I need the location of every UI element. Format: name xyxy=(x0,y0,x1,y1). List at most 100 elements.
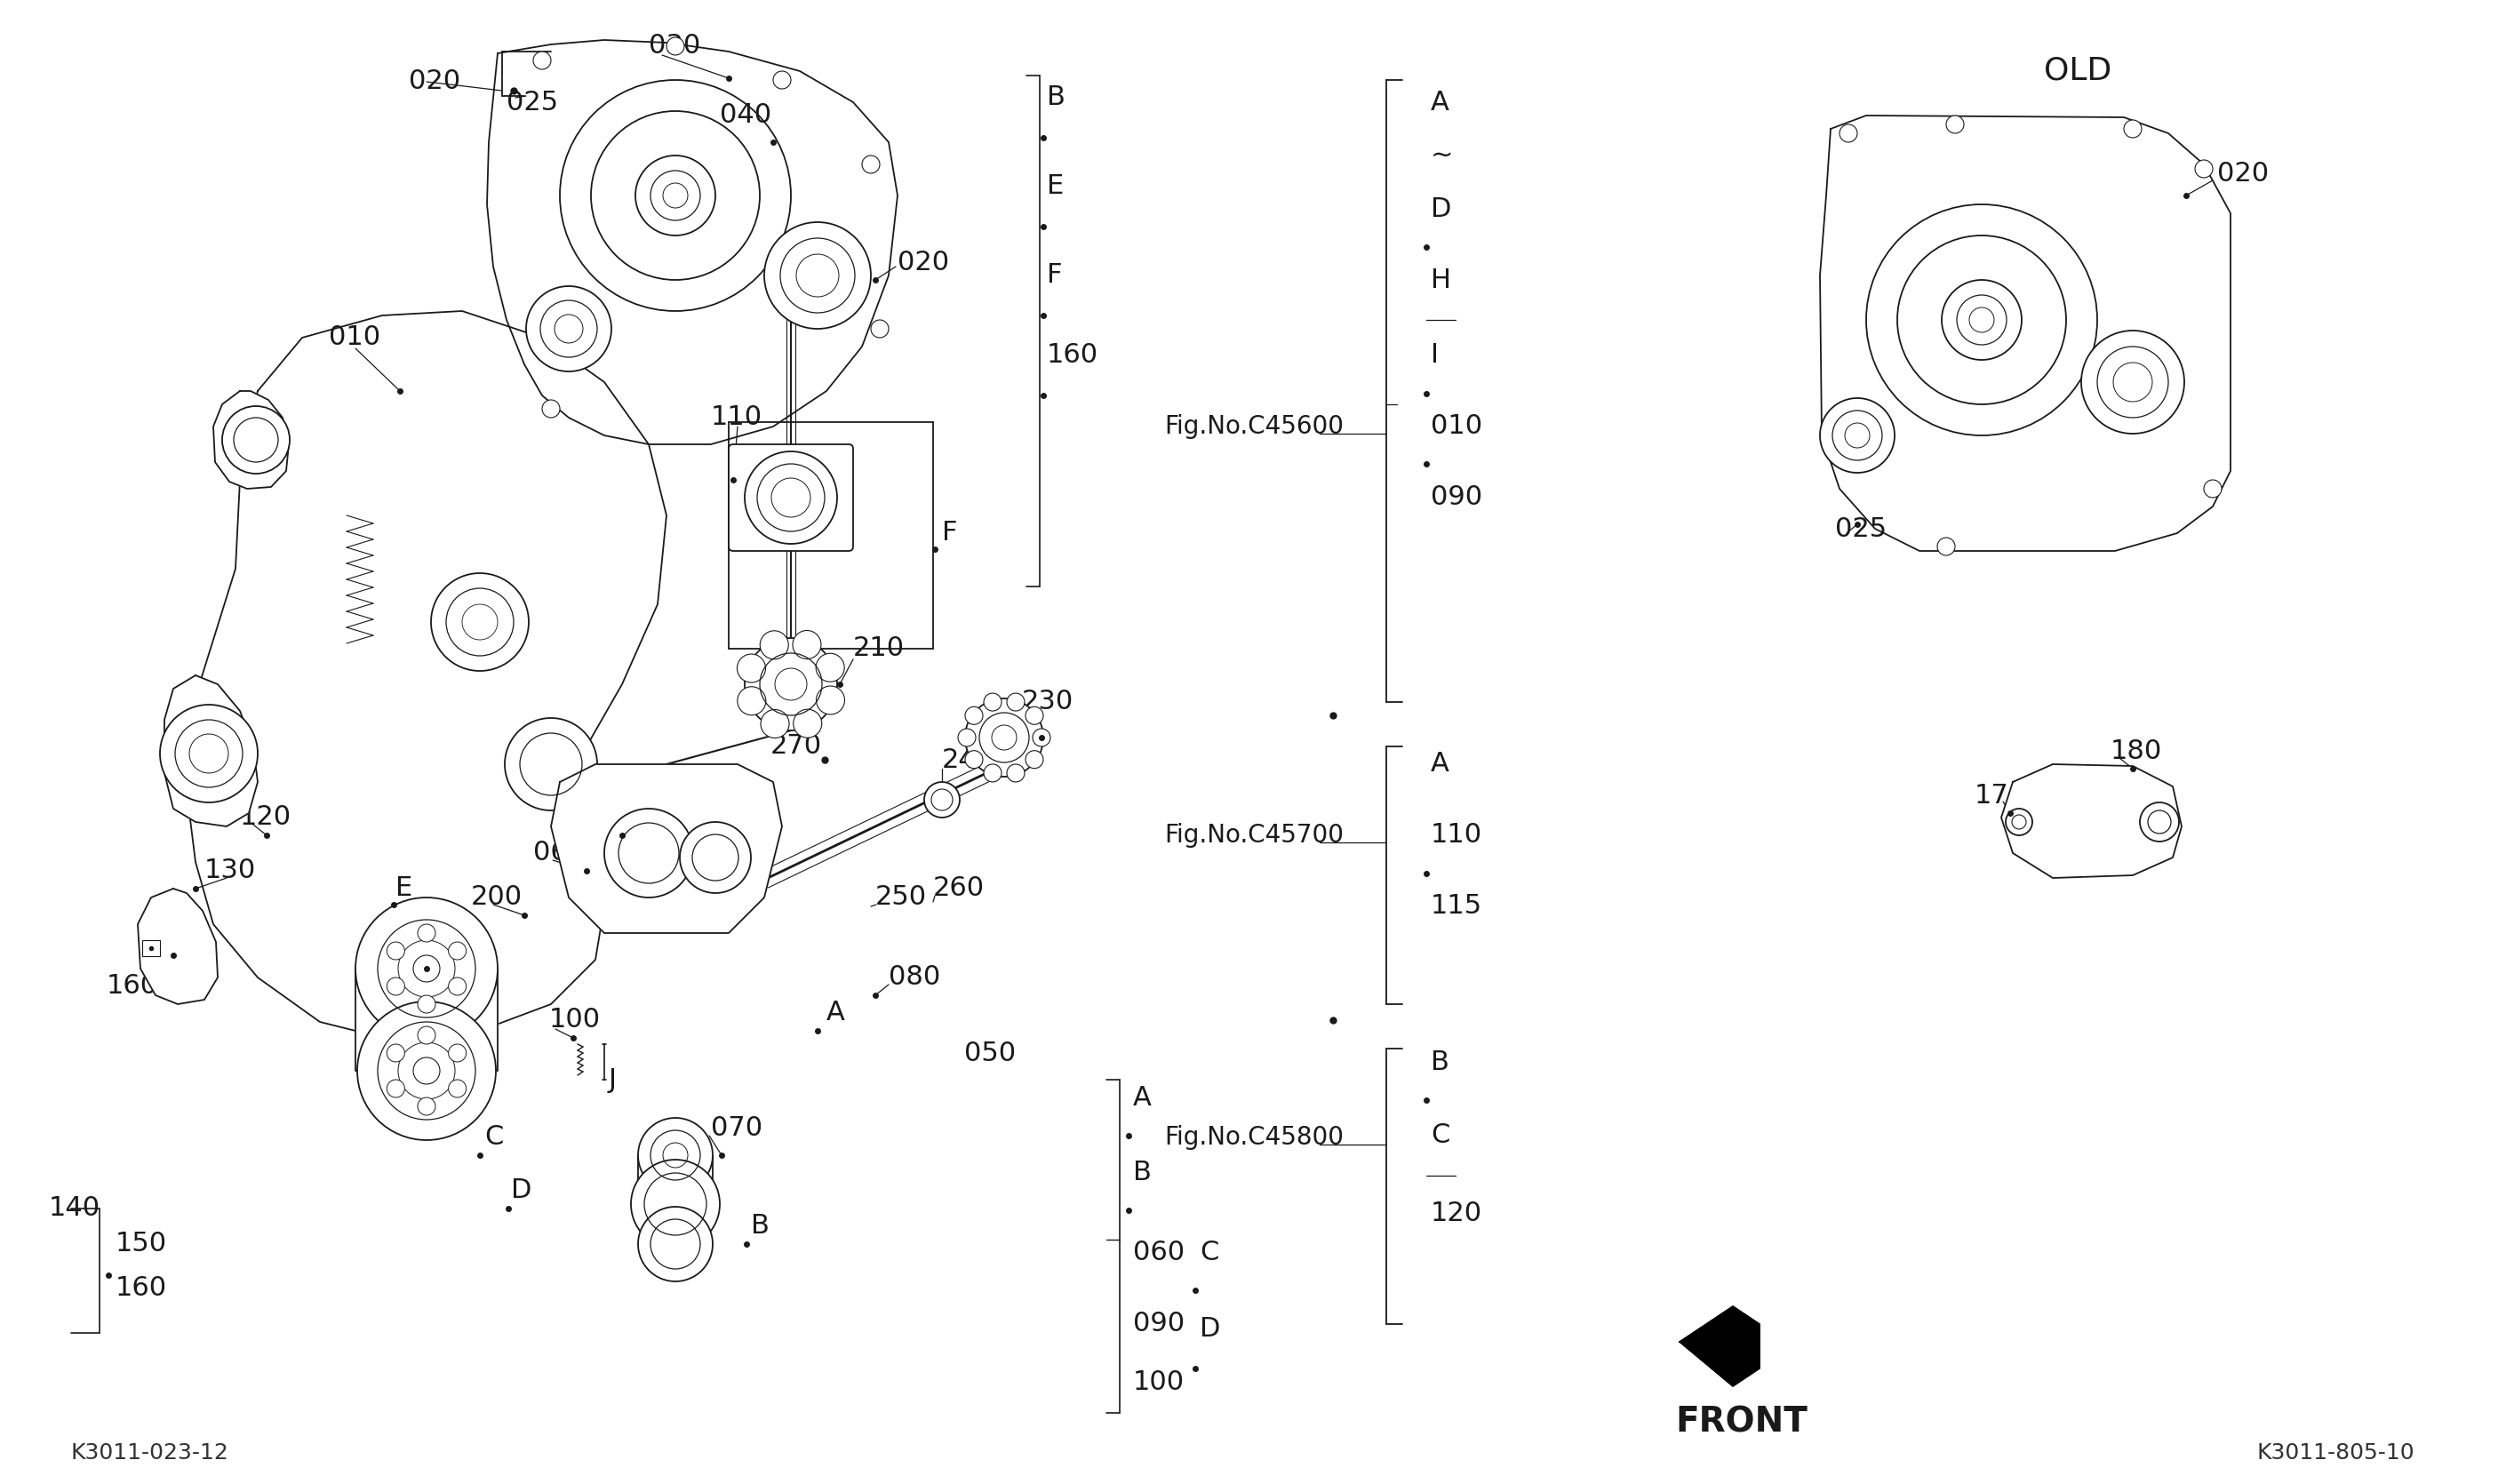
Polygon shape xyxy=(213,390,288,488)
Circle shape xyxy=(559,80,792,312)
Polygon shape xyxy=(185,312,667,1040)
Circle shape xyxy=(1032,729,1050,746)
Circle shape xyxy=(419,1027,436,1045)
Circle shape xyxy=(2195,160,2213,178)
Text: 020: 020 xyxy=(897,249,950,275)
Text: H: H xyxy=(1431,267,1451,292)
Polygon shape xyxy=(1819,116,2230,551)
Circle shape xyxy=(534,52,551,70)
Text: 025: 025 xyxy=(1834,516,1887,542)
Text: 120: 120 xyxy=(1431,1201,1484,1226)
Polygon shape xyxy=(165,675,258,827)
Circle shape xyxy=(526,286,611,371)
Circle shape xyxy=(1025,751,1042,769)
Circle shape xyxy=(431,573,529,671)
Circle shape xyxy=(1947,116,1965,134)
Text: D: D xyxy=(511,1178,531,1204)
Circle shape xyxy=(737,687,767,715)
Text: 220: 220 xyxy=(569,795,621,822)
Text: 090: 090 xyxy=(1133,1312,1185,1337)
Text: 230: 230 xyxy=(1022,689,1073,715)
Circle shape xyxy=(759,631,789,659)
Polygon shape xyxy=(551,764,782,933)
Text: 250: 250 xyxy=(875,884,927,910)
Circle shape xyxy=(925,782,960,818)
Circle shape xyxy=(419,925,436,942)
Text: 020: 020 xyxy=(408,68,461,95)
Text: ~: ~ xyxy=(1431,142,1453,168)
Circle shape xyxy=(679,822,752,893)
Text: A: A xyxy=(1431,751,1448,778)
Text: 130: 130 xyxy=(205,858,256,884)
Circle shape xyxy=(1007,693,1025,711)
Text: 100: 100 xyxy=(1133,1368,1185,1395)
Text: 200: 200 xyxy=(471,884,524,910)
Text: B: B xyxy=(1133,1160,1153,1186)
Circle shape xyxy=(1007,764,1025,782)
Circle shape xyxy=(356,898,499,1040)
Text: 150: 150 xyxy=(115,1232,168,1257)
Text: 115: 115 xyxy=(1431,893,1484,919)
Text: 040: 040 xyxy=(719,102,772,129)
Circle shape xyxy=(817,653,845,681)
Text: FRONT: FRONT xyxy=(1677,1405,1807,1438)
Text: B: B xyxy=(752,1214,769,1239)
Circle shape xyxy=(965,751,982,769)
Text: 180: 180 xyxy=(2110,738,2163,764)
Text: C: C xyxy=(484,1125,504,1150)
Circle shape xyxy=(872,321,890,338)
Circle shape xyxy=(419,996,436,1014)
Text: C: C xyxy=(1200,1241,1218,1266)
Polygon shape xyxy=(2002,764,2183,879)
Polygon shape xyxy=(356,969,499,1071)
Text: Fig.No.C45700: Fig.No.C45700 xyxy=(1165,822,1343,847)
Text: 060: 060 xyxy=(1133,1241,1185,1266)
Circle shape xyxy=(449,942,466,960)
Circle shape xyxy=(504,718,596,810)
Text: OLD: OLD xyxy=(2045,56,2113,86)
Circle shape xyxy=(817,686,845,714)
Text: 160: 160 xyxy=(115,1276,168,1301)
Circle shape xyxy=(639,1117,712,1193)
Circle shape xyxy=(449,978,466,996)
Text: E: E xyxy=(396,876,413,901)
Circle shape xyxy=(1937,537,1955,555)
Circle shape xyxy=(2080,331,2185,433)
Text: B: B xyxy=(1431,1049,1448,1074)
Circle shape xyxy=(639,1206,712,1281)
Circle shape xyxy=(1819,398,1895,473)
Text: 100: 100 xyxy=(549,1008,601,1033)
Circle shape xyxy=(1839,125,1857,142)
Circle shape xyxy=(2125,120,2143,138)
Text: Fig.No.C45800: Fig.No.C45800 xyxy=(1165,1125,1343,1150)
Text: 120: 120 xyxy=(241,804,291,831)
Circle shape xyxy=(965,699,1042,776)
Circle shape xyxy=(541,399,559,417)
Polygon shape xyxy=(138,889,218,1005)
Text: 010: 010 xyxy=(328,325,381,350)
Text: 240: 240 xyxy=(942,746,992,773)
Text: 080: 080 xyxy=(890,965,940,990)
Text: Fig.No.C45600: Fig.No.C45600 xyxy=(1165,414,1343,439)
Text: 110: 110 xyxy=(712,405,762,430)
Circle shape xyxy=(744,638,837,730)
Circle shape xyxy=(358,1002,496,1140)
Circle shape xyxy=(386,942,403,960)
Circle shape xyxy=(957,729,975,746)
Circle shape xyxy=(737,654,764,683)
Text: 110: 110 xyxy=(1431,822,1484,849)
Text: 060: 060 xyxy=(534,840,584,867)
Text: 260: 260 xyxy=(932,876,985,901)
Text: 150: 150 xyxy=(150,929,203,954)
Text: F: F xyxy=(942,521,957,546)
Text: 140: 140 xyxy=(50,1196,100,1221)
FancyBboxPatch shape xyxy=(729,444,852,551)
Circle shape xyxy=(862,156,880,174)
Circle shape xyxy=(1025,706,1042,724)
Text: 170: 170 xyxy=(1975,782,2027,809)
Circle shape xyxy=(985,693,1002,711)
Circle shape xyxy=(965,706,982,724)
Circle shape xyxy=(762,709,789,738)
Circle shape xyxy=(2140,803,2180,841)
Circle shape xyxy=(985,764,1002,782)
